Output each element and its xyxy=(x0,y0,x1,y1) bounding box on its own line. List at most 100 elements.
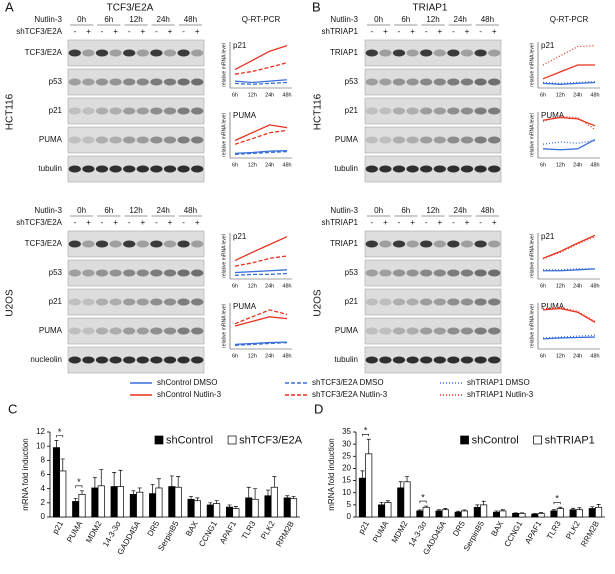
line-series xyxy=(234,316,288,327)
x-tick-label: 24h xyxy=(265,162,274,168)
band xyxy=(136,269,149,277)
x-tick-label: 6h xyxy=(540,92,546,98)
error-bar xyxy=(500,509,505,511)
legend-swatch xyxy=(227,435,237,445)
band xyxy=(136,107,149,115)
significance: * xyxy=(364,426,368,436)
band xyxy=(150,240,163,248)
band xyxy=(163,165,177,173)
band xyxy=(136,165,149,173)
x-tick-label: CCNG1 xyxy=(503,519,525,548)
blot-label: p21 xyxy=(49,297,63,306)
band xyxy=(433,269,446,277)
bar xyxy=(569,509,577,518)
cell-line: HCT116 xyxy=(5,93,16,130)
error-bar xyxy=(462,509,467,511)
panel-label: C xyxy=(8,401,17,416)
band xyxy=(365,78,378,86)
bar xyxy=(129,493,137,518)
band xyxy=(392,136,406,144)
band xyxy=(406,240,419,248)
bar xyxy=(588,508,596,518)
significance-bracket xyxy=(553,501,561,505)
band xyxy=(109,49,122,57)
x-tick-label: 12h xyxy=(248,92,257,98)
band xyxy=(420,165,433,173)
band xyxy=(460,356,474,364)
error-bar xyxy=(253,488,258,500)
band xyxy=(474,240,487,248)
bar xyxy=(232,508,240,518)
significance-bracket xyxy=(75,485,83,488)
band xyxy=(150,269,163,277)
x-tick-label: 24h xyxy=(573,283,582,289)
band xyxy=(163,49,177,57)
shrna-label: shTCF3/E2A xyxy=(16,27,62,36)
line-series xyxy=(542,64,595,80)
error-bar xyxy=(360,470,365,479)
band xyxy=(433,49,446,57)
x-tick-label: TLR3 xyxy=(545,519,563,541)
bar xyxy=(91,487,99,518)
lane-sign: + xyxy=(86,218,91,227)
y-tick-label: 8 xyxy=(41,455,46,464)
bar xyxy=(512,513,520,518)
bar xyxy=(358,477,366,518)
band xyxy=(392,49,406,57)
error-bar xyxy=(60,458,65,471)
bar xyxy=(245,497,253,518)
band xyxy=(95,78,109,86)
band xyxy=(150,165,163,173)
blot xyxy=(364,126,502,154)
band xyxy=(433,327,446,335)
panel-label: A xyxy=(5,0,14,14)
band xyxy=(82,240,95,248)
line-series xyxy=(543,268,596,272)
bar xyxy=(78,493,86,518)
x-tick-label: PLK2 xyxy=(564,519,582,541)
x-tick-label: 48h xyxy=(590,283,599,289)
lane-sign: + xyxy=(195,218,200,227)
band xyxy=(488,165,501,173)
x-tick-label: 6h xyxy=(232,92,238,98)
band xyxy=(420,136,433,144)
band xyxy=(488,356,501,364)
band xyxy=(460,327,474,335)
line-series xyxy=(542,81,596,85)
band xyxy=(474,327,487,335)
band xyxy=(82,78,95,86)
band xyxy=(191,136,204,144)
blot-label: tubulin xyxy=(334,355,358,364)
error-bar xyxy=(150,484,155,494)
assay-label: Q-RT-PCR xyxy=(242,15,281,24)
x-tick-label: 48h xyxy=(590,353,599,359)
band xyxy=(82,327,95,335)
bar xyxy=(460,510,469,518)
band xyxy=(123,240,136,248)
y-axis-label: mRNA fold induction xyxy=(21,438,30,510)
y-axis-label: relative mRNA level xyxy=(221,113,227,157)
band xyxy=(474,136,487,144)
bar xyxy=(187,498,195,518)
significance-bracket xyxy=(419,500,427,504)
time-label: 0h xyxy=(77,15,86,24)
x-tick-label: 12h xyxy=(248,283,257,289)
chart-title: PUMA xyxy=(233,111,257,120)
band xyxy=(433,136,446,144)
time-label: 24h xyxy=(454,15,467,24)
band xyxy=(433,298,446,306)
lane-sign: - xyxy=(479,27,482,36)
band xyxy=(433,165,446,173)
y-tick-label: 35 xyxy=(342,427,351,436)
error-bar xyxy=(596,504,601,508)
band xyxy=(420,49,433,57)
band xyxy=(163,298,177,306)
band xyxy=(474,107,487,115)
x-tick-label: p21 xyxy=(357,519,372,536)
band xyxy=(95,298,109,306)
error-bar xyxy=(176,476,181,488)
band xyxy=(163,269,177,277)
lane-sign: + xyxy=(383,218,388,227)
band xyxy=(488,78,501,86)
treatment-label: Nutlin-3 xyxy=(34,206,62,215)
